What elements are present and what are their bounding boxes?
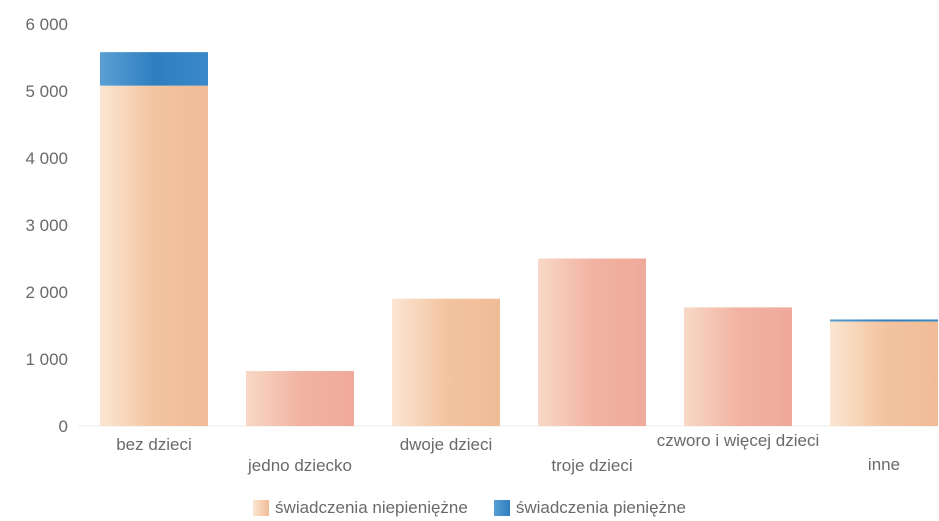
bar-chart: 0 1 000 2 000 3 000 4 000 5 000 6 000 bez dzie… [25,15,938,475]
x-category-label: dwoje dzieci [400,435,493,454]
bar-non-cash [684,307,792,426]
bar-non-cash [246,371,354,426]
bar-cash [830,319,938,322]
x-category-label: jedno dziecko [247,456,352,475]
legend-swatch-non-cash [253,500,270,516]
y-tick-label: 5 000 [25,82,68,101]
bar-non-cash [538,258,646,426]
legend-label-non-cash: świadczenia niepieniężne [275,498,468,517]
x-category-label: czworo i więcej dzieci [657,431,820,450]
y-tick-label: 3 000 [25,216,68,235]
x-category-label: troje dzieci [551,456,632,475]
x-category-label: bez dzieci [116,435,192,454]
bar-non-cash [392,298,500,426]
legend-item-non-cash: świadczenia niepieniężne [253,498,468,518]
x-axis: bez dzieci jedno dziecko dwoje dzieci troje… [116,431,900,475]
y-axis: 0 1 000 2 000 3 000 4 000 5 000 6 000 [25,15,935,436]
legend-swatch-cash [493,500,510,516]
y-tick-label: 4 000 [25,149,68,168]
y-tick-label: 2 000 [25,283,68,302]
bar-non-cash [100,85,208,426]
y-tick-label: 1 000 [25,350,68,369]
legend: świadczenia niepieniężne świadczenia pie… [0,497,939,519]
bars [100,52,938,426]
y-tick-label: 6 000 [25,15,68,34]
legend-item-cash: świadczenia pieniężne [493,498,686,518]
bar-non-cash [830,321,938,426]
legend-label-cash: świadczenia pieniężne [515,498,686,517]
x-category-label: inne [868,455,900,474]
y-tick-label: 0 [59,417,68,436]
bar-cash [100,52,208,86]
